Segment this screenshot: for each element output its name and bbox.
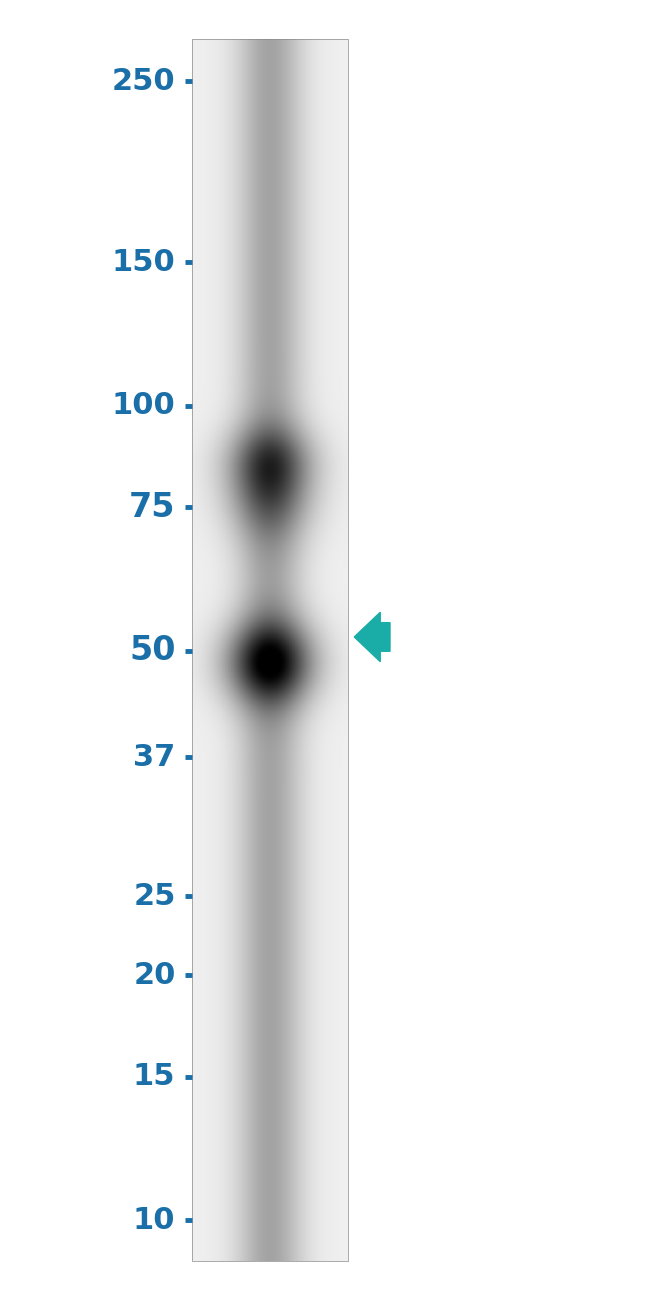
- Text: 20: 20: [133, 961, 176, 989]
- Text: 50: 50: [129, 634, 176, 667]
- Text: 75: 75: [129, 491, 176, 524]
- Text: 25: 25: [133, 881, 176, 910]
- FancyArrow shape: [354, 612, 390, 662]
- Bar: [192, 39, 348, 1261]
- Text: 150: 150: [112, 247, 176, 277]
- Text: 10: 10: [133, 1206, 176, 1235]
- Text: 15: 15: [133, 1062, 176, 1091]
- Text: 37: 37: [133, 742, 176, 772]
- Text: 100: 100: [112, 391, 176, 420]
- Text: 250: 250: [112, 66, 176, 96]
